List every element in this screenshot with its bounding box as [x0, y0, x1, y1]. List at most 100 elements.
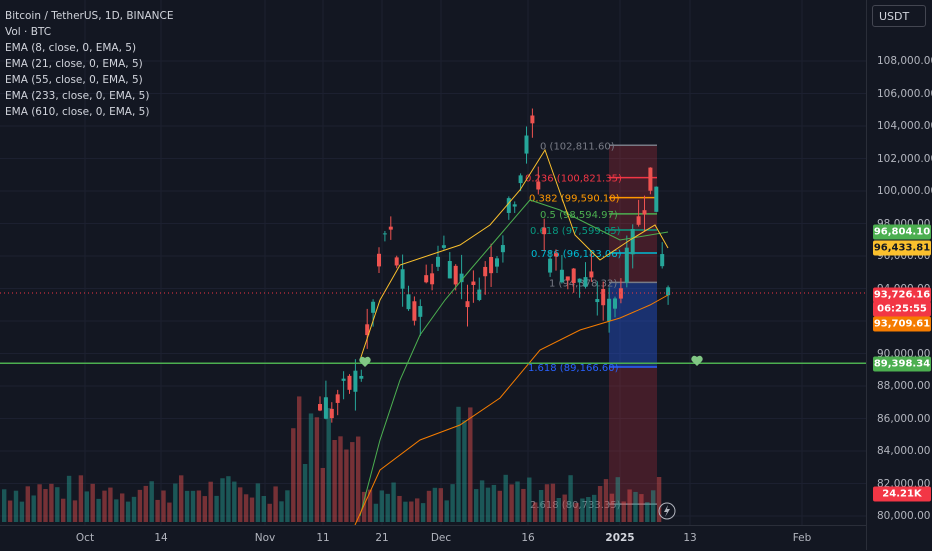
fib-zone-middle [609, 282, 657, 368]
candle-body [571, 268, 576, 284]
volume-bar [639, 494, 644, 522]
candle-body [388, 226, 393, 230]
candle-body [642, 210, 647, 215]
volume-bar [184, 490, 190, 522]
time-label-dec: Dec [430, 532, 452, 544]
fib-zone-lower [609, 367, 657, 505]
volume-bar [90, 483, 95, 522]
volume-bar [367, 489, 373, 522]
volume-bar [55, 487, 60, 522]
candle-body [335, 394, 340, 403]
volume-bar [515, 481, 520, 522]
volume-bar [61, 498, 66, 522]
time-label-2025: 2025 [605, 532, 635, 544]
volume-bar [556, 497, 561, 522]
candle-body [394, 257, 399, 266]
volume-bar [538, 489, 544, 522]
currency-button[interactable]: USDT [872, 5, 926, 27]
candle-body [613, 298, 617, 309]
candle-body [459, 273, 464, 283]
time-label-13: 13 [683, 532, 697, 544]
fib-level-label: 0 (102,811.60) [540, 141, 615, 152]
volume-bar [273, 486, 278, 522]
time-scale[interactable]: Oct 14 Nov 11 21 Dec 16 2025 13 Feb [0, 525, 866, 551]
volume-bar [173, 483, 178, 522]
volume-bar [279, 501, 284, 522]
volume-bar [621, 501, 626, 522]
volume-bar [409, 501, 414, 522]
volume-bar [149, 481, 154, 522]
volume-bar [302, 464, 308, 522]
candle-body [518, 175, 523, 184]
volume-bar [432, 487, 438, 522]
volume-bar [326, 408, 331, 522]
volume-bar [580, 498, 585, 522]
legend-ema-610[interactable]: EMA (610, close, 0, EMA, 5) [5, 106, 150, 118]
volume-bar [102, 490, 107, 522]
ema-yellow-tag: 96,433.81 [873, 240, 931, 256]
volume-bar [420, 503, 426, 522]
volume-bar [415, 498, 420, 522]
price-tick: 106,000.00 [877, 87, 932, 100]
legend-symbol[interactable]: Bitcoin / TetherUS, 1D, BINANCE [5, 10, 174, 22]
ema-orange-line [354, 294, 669, 525]
legend-ema-233[interactable]: EMA (233, close, 0, EMA, 5) [5, 90, 150, 102]
candle-body [512, 204, 517, 207]
fib-level-label: 2.618 (80,733.35) [530, 500, 621, 511]
price-tick: 102,000.00 [877, 152, 932, 165]
candle-body [654, 186, 659, 212]
candle-body [548, 258, 553, 273]
price-tick: 88,000.00 [877, 380, 931, 392]
candle-body [595, 299, 600, 303]
volume-bar [603, 479, 609, 522]
volume-tag: 24.21K [873, 486, 931, 502]
candle-body [524, 135, 529, 154]
legend-volume[interactable]: Vol · BTC [5, 26, 52, 38]
volume-bar [438, 488, 443, 522]
volume-bar [78, 475, 84, 522]
volume-bar [479, 480, 485, 522]
volume-bar [125, 501, 131, 522]
last-price-tag: 93,726.16 [873, 287, 931, 303]
ema-yellow-line [359, 148, 669, 361]
price-tick: 100,000.00 [877, 185, 932, 197]
price-tick: 80,000.00 [877, 510, 931, 522]
volume-bar [261, 495, 266, 522]
volume-bar [397, 495, 402, 522]
candle-body [583, 277, 588, 287]
volume-bar [338, 436, 343, 522]
candle-body [624, 247, 629, 283]
volume-bar [120, 493, 125, 522]
legend-ema-8[interactable]: EMA (8, close, 0, EMA, 5) [5, 42, 137, 54]
candle-body [353, 370, 358, 392]
candle-body [506, 198, 511, 213]
time-label-14: 14 [154, 532, 168, 544]
chart-legend: Bitcoin / TetherUS, 1D, BINANCE Vol · BT… [5, 8, 173, 120]
volume-bar [208, 481, 213, 522]
candle-body [412, 301, 417, 321]
volume-bar [72, 500, 78, 522]
candle-body [477, 289, 482, 300]
time-label-11: 11 [316, 532, 330, 544]
volume-bar [161, 490, 166, 522]
candle-body [400, 269, 405, 289]
volume-bar [645, 502, 650, 522]
countdown-tag: 06:25:55 [873, 301, 931, 317]
volume-bar [267, 503, 272, 522]
price-chart[interactable]: 0 (102,811.60) 0.236 (100,821.35) 0.382 (9… [0, 0, 866, 525]
candle-body [465, 301, 470, 308]
candle-body [359, 375, 364, 379]
fib-level-label: 0.786 (96,183.06) [531, 249, 622, 260]
legend-ema-21[interactable]: EMA (21, close, 0, EMA, 5) [5, 58, 143, 70]
volume-bar [609, 493, 615, 522]
price-scale[interactable]: USDT 108,000.00 106,000.00 104,000.00 102,0… [866, 0, 932, 550]
volume-bar [462, 420, 467, 522]
candle-body [371, 301, 376, 313]
volume-bar [474, 489, 479, 522]
volume-bar [84, 491, 89, 522]
legend-ema-55[interactable]: EMA (55, close, 0, EMA, 5) [5, 74, 143, 86]
time-label-feb: Feb [792, 532, 812, 544]
candle-body [636, 216, 641, 225]
volume-bar [320, 467, 325, 522]
chart-canvas[interactable]: 0 (102,811.60) 0.236 (100,821.35) 0.382 (9… [0, 0, 866, 525]
